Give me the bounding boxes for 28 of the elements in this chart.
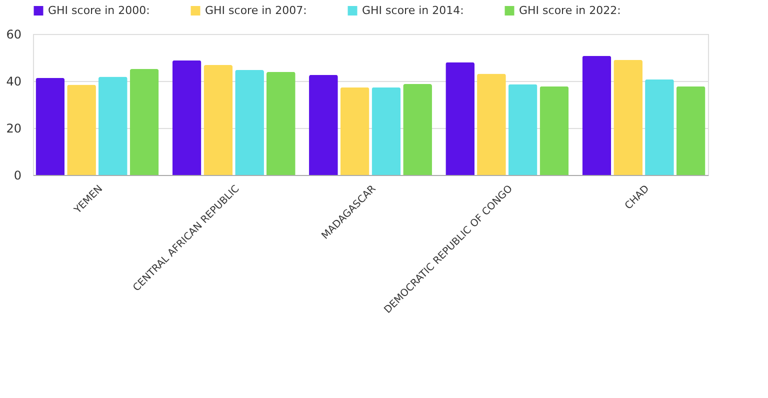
legend-label: GHI score in 2007: (205, 4, 307, 17)
bar (67, 84, 96, 175)
bar (172, 60, 202, 175)
legend-label: GHI score in 2022: (519, 4, 621, 17)
bar (614, 60, 643, 175)
bar (130, 69, 159, 175)
bar (446, 62, 475, 175)
legend-label: GHI score in 2014: (362, 4, 464, 17)
bar (372, 87, 401, 175)
bar (266, 72, 296, 175)
bar (98, 76, 128, 175)
y-tick-label: 40 (6, 74, 22, 88)
y-tick-label: 0 (14, 168, 22, 182)
bar (403, 84, 432, 175)
bar (540, 86, 569, 175)
bar (309, 74, 338, 175)
legend-label: GHI score in 2000: (48, 4, 150, 17)
y-tick-label: 20 (6, 122, 22, 136)
bar (204, 65, 233, 175)
bar (36, 78, 65, 175)
y-tick-label: 60 (6, 28, 22, 42)
bar (582, 56, 612, 175)
bar (340, 87, 370, 175)
bar (645, 79, 674, 175)
bar (508, 84, 538, 175)
bar (676, 86, 706, 175)
bar (477, 74, 506, 175)
bar (235, 70, 264, 175)
